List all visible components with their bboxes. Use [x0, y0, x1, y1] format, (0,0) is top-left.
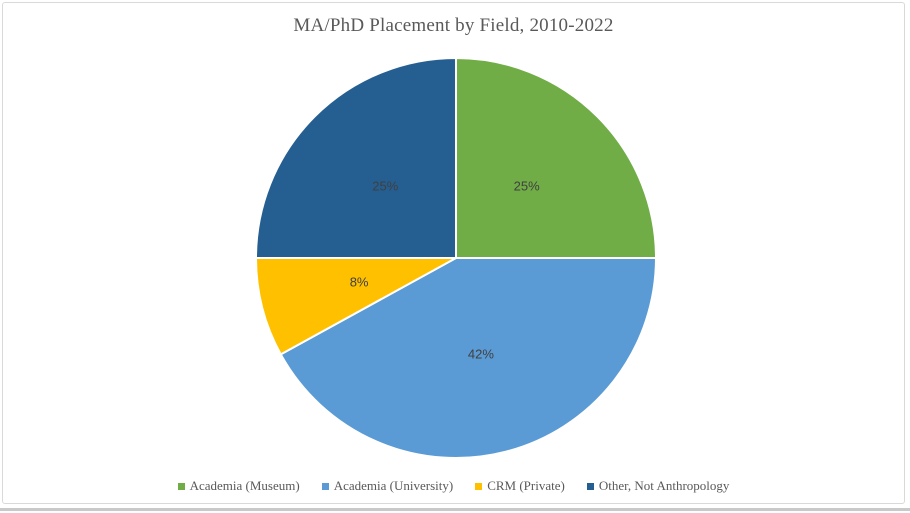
legend-item-other-not-anthropology: Other, Not Anthropology [586, 478, 730, 494]
legend-item-academia-museum: Academia (Museum) [177, 478, 300, 494]
slice-value-label-academia-museum: 25% [514, 179, 540, 194]
legend-label: Academia (University) [333, 478, 454, 493]
slice-value-label-crm-private: 8% [350, 274, 369, 289]
legend-marker-academia-university [321, 482, 329, 490]
legend-label: Academia (Museum) [189, 478, 300, 493]
slice-value-label-other-not-anthropology: 25% [372, 179, 398, 194]
legend-item-crm-private: CRM (Private) [475, 478, 565, 494]
legend-item-academia-university: Academia (University) [321, 478, 454, 494]
pie-slice-other-not-anthropology [255, 57, 457, 259]
legend-label: CRM (Private) [487, 478, 565, 493]
pie-chart: 25% 42% 8% 25% [255, 57, 657, 459]
legend-marker-academia-museum [177, 482, 185, 490]
pie-slice-academia-university [279, 257, 657, 459]
legend-label: Other, Not Anthropology [598, 478, 730, 493]
chart-title: MA/PhD Placement by Field, 2010-2022 [293, 15, 614, 36]
chart-frame: MA/PhD Placement by Field, 2010-2022 25%… [2, 2, 905, 504]
chart-legend: Academia (Museum) Academia (University) CR… [3, 478, 904, 494]
pie-slice-crm-private [255, 257, 457, 356]
legend-marker-crm-private [475, 482, 483, 490]
pie-slice-academia-museum [455, 57, 657, 259]
bottom-window-edge [0, 508, 910, 511]
legend-marker-other-not-anthropology [586, 482, 594, 490]
slice-value-label-academia-university: 42% [468, 346, 494, 361]
